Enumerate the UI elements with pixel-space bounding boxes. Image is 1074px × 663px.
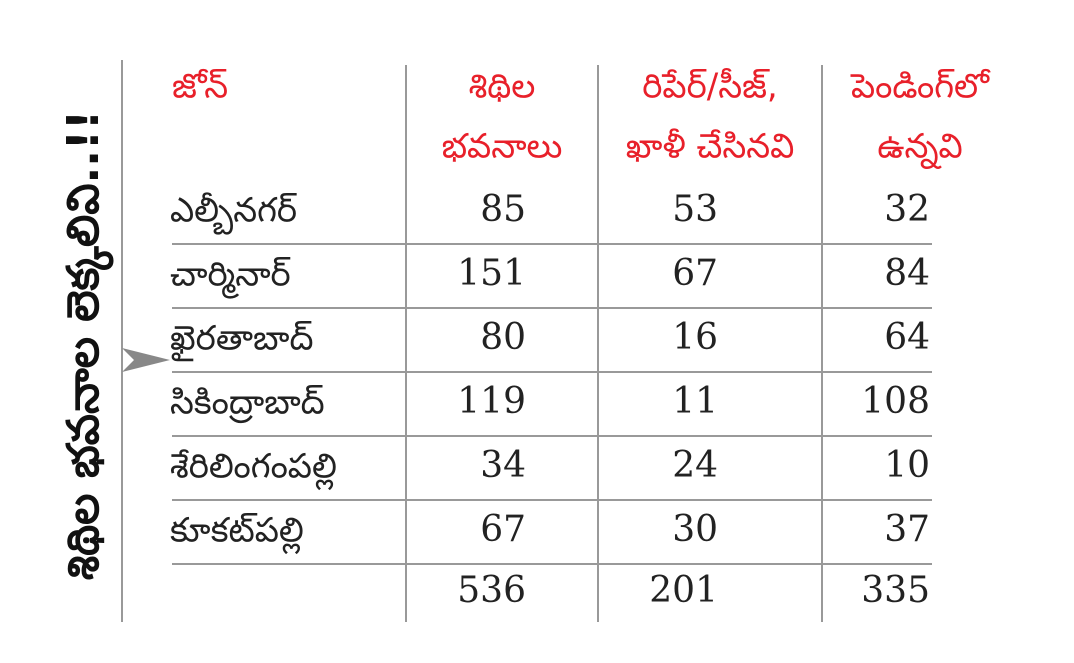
cell-value: 53 [672, 189, 718, 230]
cell-value: 32 [884, 189, 930, 230]
cell-value: 10 [884, 445, 930, 486]
cell-value: 108 [861, 381, 930, 422]
column-header: శిథిల [469, 67, 536, 107]
column-header: జోన్ [172, 67, 228, 107]
cell-value: 85 [480, 189, 526, 230]
column-header: ఉన్నవి [877, 127, 962, 170]
arrow [122, 348, 170, 372]
column-header: భవనాలు [442, 127, 563, 167]
zone-name: సికింద్రాబాద్ [170, 383, 325, 424]
cell-value: 119 [457, 381, 526, 422]
cell-value: 30 [672, 509, 718, 550]
zone-name: శేరిలింగంపల్లి [170, 447, 337, 491]
title: శిథిల భవనాల లెక్కలివి..!! [58, 110, 114, 580]
cell-value: 151 [457, 253, 526, 294]
zone-name: ఖైరతాబాద్ [170, 319, 313, 362]
zone-name: కూకట్‌పల్లి [170, 511, 304, 555]
cell-value: 80 [480, 317, 526, 358]
cell-value: 84 [884, 253, 930, 294]
total-value: 536 [457, 570, 526, 611]
column-header: పెండింగ్‌లో [850, 67, 991, 107]
zone-name: ఎల్బీనగర్ [170, 191, 297, 236]
cell-value: 16 [672, 317, 718, 358]
cell-value: 34 [480, 445, 526, 486]
column-header: ఖాళీ చేసినవి [626, 127, 795, 167]
column-header: రిపేర్/సీజ్, [642, 67, 777, 107]
cell-value: 24 [672, 445, 718, 486]
zone-name: చార్మినార్ [170, 255, 291, 300]
cell-value: 37 [884, 509, 930, 550]
cell-value: 67 [672, 253, 718, 294]
cell-value: 11 [672, 381, 718, 422]
total-value: 201 [649, 570, 718, 611]
total-value: 335 [861, 570, 930, 611]
cell-value: 67 [480, 509, 526, 550]
cell-value: 64 [884, 317, 930, 358]
